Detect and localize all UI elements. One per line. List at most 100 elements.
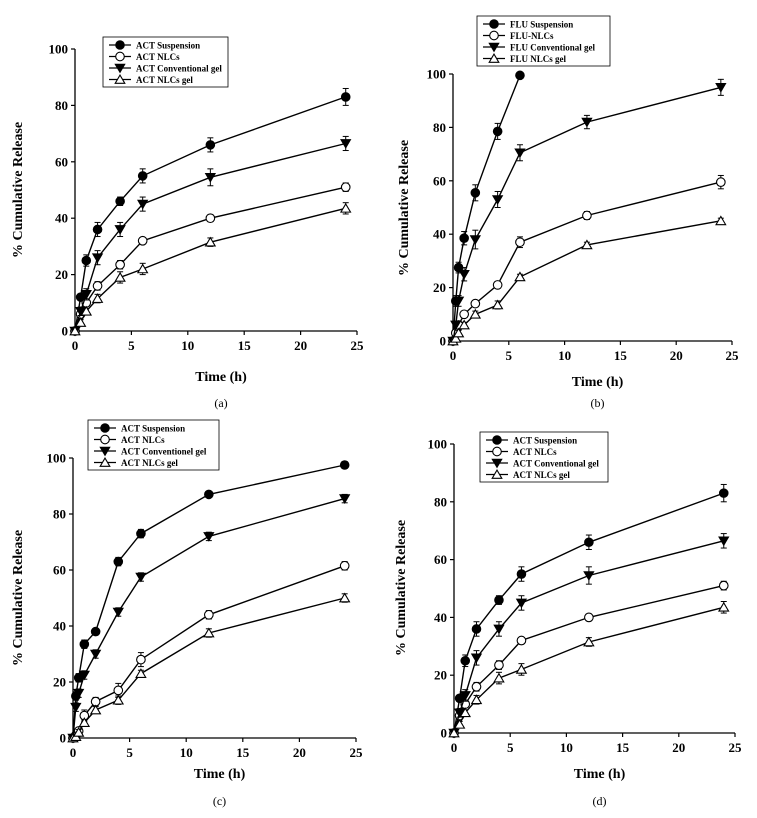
data-point: [338, 592, 351, 603]
x-tick-label: 10: [180, 745, 193, 760]
y-axis-label: % Cumulative Release: [11, 122, 26, 258]
data-point: [113, 685, 124, 696]
data-point: [515, 598, 528, 609]
data-point: [340, 139, 352, 149]
data-point: [452, 327, 465, 338]
legend-label: ACT Conventional gel: [136, 64, 222, 74]
series-4: [447, 215, 727, 346]
data-point: [204, 489, 214, 500]
legend-label: ACT NLCs gel: [513, 470, 570, 480]
y-tick-label: 60: [53, 563, 66, 578]
legend-marker: [488, 42, 500, 53]
series-4: [448, 601, 730, 738]
chart-panel-4: 0 20 40 60 80 100 0 5 10 15 20 25 Time (h) % Cumulati…: [394, 431, 742, 808]
chart-panel-1: 0 20 40 60 80 100 0 5 10 15 20 25 Time (h) % Cumulati…: [11, 36, 365, 410]
data-point: [72, 688, 85, 699]
data-point: [715, 83, 727, 93]
y-tick-label: 80: [53, 507, 66, 522]
data-point: [69, 325, 81, 336]
data-point: [515, 237, 525, 248]
data-point: [205, 140, 216, 150]
legend-label: FLU Conventional gel: [510, 43, 596, 53]
data-point: [459, 309, 470, 320]
legend-marker: [100, 434, 110, 445]
data-point: [340, 182, 351, 193]
y-tick-label: 60: [434, 552, 447, 567]
legend-marker: [99, 446, 111, 457]
series-3: [447, 78, 727, 347]
series-1: [449, 483, 729, 738]
x-tick-label: 20: [293, 745, 306, 760]
series-line: [74, 186, 346, 332]
legend-label: ACT NLCs: [121, 435, 165, 445]
legend-label: ACT NLCs gel: [136, 75, 193, 85]
series-line: [72, 464, 345, 739]
x-tick-label: 15: [236, 745, 250, 760]
legend-marker: [99, 457, 111, 467]
data-point: [452, 296, 465, 307]
y-tick-label: 0: [60, 731, 67, 746]
data-point: [339, 460, 350, 470]
chart-panel-3: 0 20 40 60 80 100 0 5 10 15 20 25 Time (h) % Cumulati…: [11, 419, 363, 808]
x-axis-label: Time (h): [572, 375, 624, 390]
y-tick-label: 100: [428, 437, 448, 452]
series-line: [452, 181, 721, 342]
legend-marker: [488, 53, 500, 63]
y-tick-label: 80: [55, 98, 68, 113]
series-2: [70, 182, 351, 336]
data-point: [339, 494, 351, 504]
x-tick-label: 25: [351, 338, 365, 353]
data-point: [136, 263, 149, 274]
x-tick-label: 5: [506, 348, 513, 363]
x-tick-label: 0: [451, 740, 458, 755]
series-3: [67, 493, 351, 744]
data-point: [515, 663, 528, 674]
series-1: [68, 460, 350, 743]
y-tick-label: 80: [433, 120, 446, 135]
y-tick-label: 20: [55, 267, 68, 282]
data-point: [137, 235, 148, 246]
data-point: [493, 624, 505, 635]
data-point: [459, 707, 471, 718]
y-tick-label: 0: [62, 324, 69, 339]
data-point: [453, 718, 466, 729]
data-point: [90, 626, 101, 637]
data-point: [339, 560, 350, 571]
data-point: [112, 694, 125, 705]
data-point: [470, 188, 481, 198]
x-axis-label: Time (h): [194, 767, 246, 782]
data-point: [492, 280, 503, 290]
series-line: [452, 220, 721, 342]
data-point: [581, 117, 593, 128]
data-point: [715, 215, 727, 226]
data-point: [581, 239, 593, 250]
series-2: [449, 580, 729, 738]
legend-label: ACT Conventional gel: [513, 459, 599, 469]
y-axis-label: % Cumulative Release: [394, 520, 409, 656]
series-4: [67, 592, 351, 743]
data-point: [494, 660, 504, 670]
x-tick-label: 25: [726, 348, 740, 363]
x-tick-label: 15: [616, 740, 630, 755]
y-tick-label: 60: [55, 154, 68, 169]
legend-marker: [115, 40, 125, 50]
data-point: [471, 624, 482, 634]
data-point: [718, 488, 729, 498]
data-point: [136, 528, 146, 539]
data-point: [450, 320, 462, 331]
data-point: [458, 319, 470, 330]
x-axis-label: Time (h): [195, 370, 247, 385]
data-point: [78, 670, 90, 681]
legend-label: FLU NLCs gel: [510, 54, 566, 64]
data-point: [469, 308, 482, 319]
data-point: [514, 148, 526, 159]
data-point: [91, 293, 104, 303]
y-tick-label: 0: [441, 726, 448, 741]
x-tick-label: 0: [450, 348, 457, 363]
y-tick-label: 60: [433, 173, 446, 188]
series-3: [69, 135, 352, 337]
data-point: [469, 235, 481, 245]
series-2: [448, 174, 726, 346]
